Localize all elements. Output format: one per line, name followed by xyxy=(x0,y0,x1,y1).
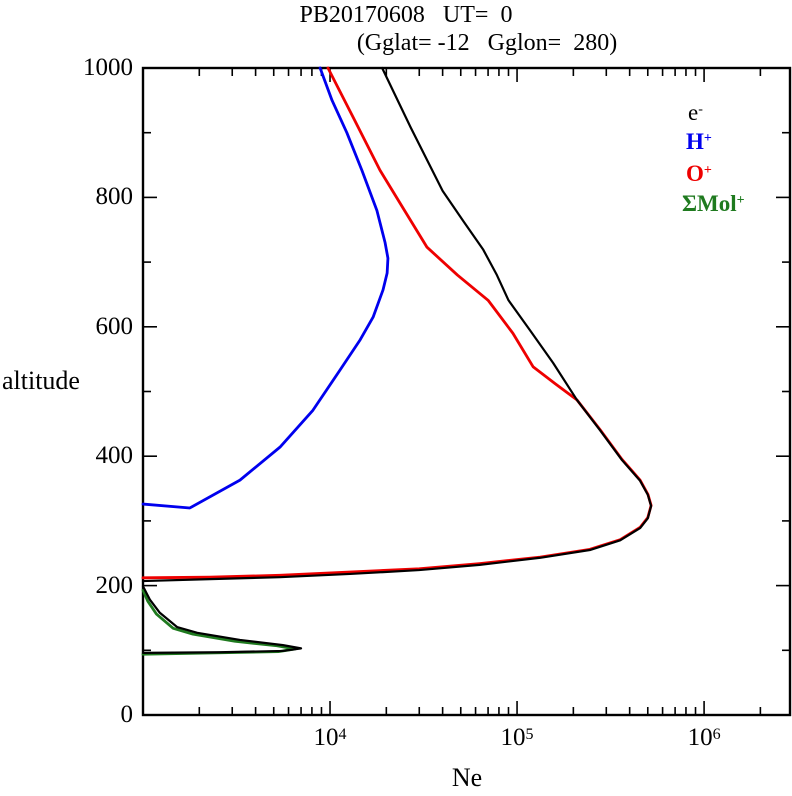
plot-title: PB20170608 UT= 0 xyxy=(299,2,513,28)
series-o-topside-and-bottomside xyxy=(141,66,653,580)
legend-item-electron: e- xyxy=(688,100,703,125)
legend-item-mol-plus: ΣMol+ xyxy=(682,191,745,216)
axes-frame xyxy=(141,66,792,717)
y-tick-label-1000: 1000 xyxy=(83,54,133,81)
series-e-electron-density-e-region- xyxy=(141,585,303,654)
y-axis-label: altitude xyxy=(2,366,80,395)
series-e-electron-density-f-region- xyxy=(141,66,653,583)
y-tick-label-200: 200 xyxy=(95,571,134,599)
y-tick-label-800: 800 xyxy=(95,183,134,211)
legend-item-o-plus: O+ xyxy=(686,161,712,186)
x-tick-label-1e4: 104 xyxy=(313,724,347,751)
x-axis-label: Ne xyxy=(451,763,483,792)
x-tick-label-1e5: 105 xyxy=(500,724,534,751)
series-h- xyxy=(141,66,390,510)
y-tick-label-0: 0 xyxy=(120,701,134,728)
y-tick-label-400: 400 xyxy=(95,442,134,470)
y-tick-label-600: 600 xyxy=(95,312,134,340)
legend-item-h-plus: H+ xyxy=(686,129,712,154)
plot-subtitle: (Gglat= -12 Gglon= 280) xyxy=(356,30,618,56)
x-tick-label-1e6: 106 xyxy=(687,724,721,751)
